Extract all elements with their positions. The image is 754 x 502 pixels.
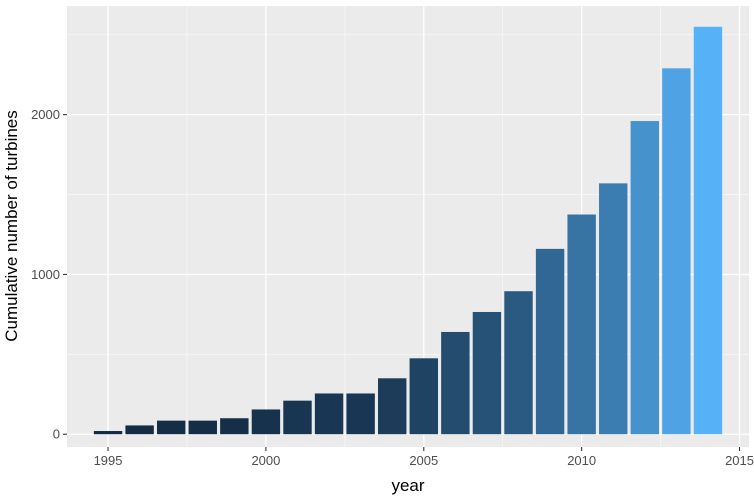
y-axis-title: Cumulative number of turbines — [2, 110, 21, 342]
y-tick-label: 2000 — [31, 107, 60, 122]
bar — [125, 425, 154, 435]
x-tick-label: 2000 — [251, 453, 280, 468]
bar — [409, 358, 438, 435]
x-tick-label: 1995 — [94, 453, 123, 468]
bar — [662, 68, 691, 435]
bar — [693, 26, 723, 435]
bar — [188, 420, 217, 435]
bar — [346, 393, 375, 435]
y-tick-label: 1000 — [31, 267, 60, 282]
x-tick-label: 2005 — [409, 453, 438, 468]
x-axis-ticks: 1995 2000 2005 2010 2015 — [94, 447, 754, 468]
x-tick-label: 2010 — [567, 453, 596, 468]
bar — [220, 418, 249, 435]
bar — [599, 183, 628, 435]
bar — [156, 420, 186, 435]
bar — [378, 378, 407, 435]
bar — [567, 214, 596, 435]
bars — [93, 26, 723, 435]
bar — [535, 248, 565, 435]
bar — [314, 393, 344, 435]
x-tick-label: 2015 — [725, 453, 754, 468]
y-axis-ticks: 0 1000 2000 — [31, 107, 67, 442]
bar — [472, 311, 502, 435]
x-axis-title: year — [391, 476, 424, 495]
bar — [93, 431, 123, 435]
bar — [441, 331, 470, 435]
bar — [630, 121, 660, 435]
bar — [251, 409, 281, 435]
y-tick-label: 0 — [53, 427, 60, 442]
bar — [504, 291, 533, 435]
bar — [283, 400, 312, 435]
